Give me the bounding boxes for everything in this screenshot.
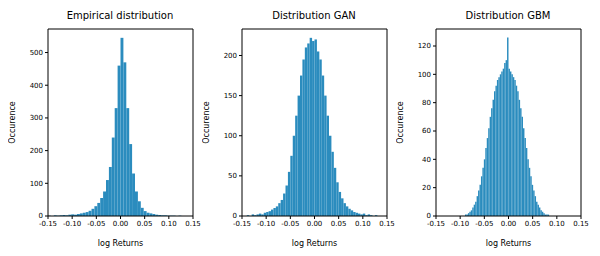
svg-text:0: 0 <box>39 212 43 220</box>
svg-text:-0.15: -0.15 <box>39 220 57 228</box>
svg-text:0.10: 0.10 <box>355 220 371 228</box>
svg-text:200: 200 <box>224 52 237 60</box>
svg-text:Occurence: Occurence <box>8 101 17 144</box>
svg-text:-0.10: -0.10 <box>63 220 81 228</box>
svg-text:log Returns: log Returns <box>486 239 531 248</box>
svg-text:60: 60 <box>422 127 431 135</box>
svg-text:0.05: 0.05 <box>331 220 347 228</box>
svg-text:Occurence: Occurence <box>202 101 211 144</box>
svg-text:0.15: 0.15 <box>185 220 201 228</box>
svg-text:50: 50 <box>228 172 237 180</box>
svg-text:Occurence: Occurence <box>396 101 405 144</box>
svg-text:0.00: 0.00 <box>307 220 323 228</box>
svg-text:0: 0 <box>427 212 431 220</box>
svg-text:0.05: 0.05 <box>525 220 541 228</box>
svg-text:0.10: 0.10 <box>549 220 565 228</box>
svg-text:0.15: 0.15 <box>573 220 589 228</box>
svg-text:300: 300 <box>30 114 43 122</box>
html-text:Distribution GAN: Distribution GAN <box>272 10 356 21</box>
svg-text:0.05: 0.05 <box>137 220 153 228</box>
svg-text:0.00: 0.00 <box>113 220 129 228</box>
svg-text:-0.10: -0.10 <box>257 220 275 228</box>
svg-text:-0.05: -0.05 <box>475 220 493 228</box>
svg-text:20: 20 <box>422 184 431 192</box>
svg-text:-0.05: -0.05 <box>87 220 105 228</box>
svg-text:500: 500 <box>30 49 43 57</box>
svg-text:-0.15: -0.15 <box>233 220 251 228</box>
svg-text:100: 100 <box>30 180 43 188</box>
svg-text:200: 200 <box>30 147 43 155</box>
svg-text:100: 100 <box>224 132 237 140</box>
html-text:Distribution GBM: Distribution GBM <box>465 10 551 21</box>
svg-text:80: 80 <box>422 99 431 107</box>
svg-text:-0.15: -0.15 <box>427 220 445 228</box>
svg-text:0.00: 0.00 <box>501 220 517 228</box>
svg-text:log Returns: log Returns <box>98 239 143 248</box>
svg-text:150: 150 <box>224 92 237 100</box>
svg-text:0.15: 0.15 <box>379 220 395 228</box>
svg-text:120: 120 <box>418 42 431 50</box>
svg-text:log Returns: log Returns <box>292 239 337 248</box>
svg-text:0: 0 <box>233 212 237 220</box>
html-text:Empirical distribution: Empirical distribution <box>66 10 174 21</box>
svg-text:0.10: 0.10 <box>161 220 177 228</box>
svg-text:100: 100 <box>418 71 431 79</box>
svg-text:400: 400 <box>30 82 43 90</box>
svg-text:-0.10: -0.10 <box>451 220 469 228</box>
svg-text:40: 40 <box>422 156 431 164</box>
svg-text:-0.05: -0.05 <box>281 220 299 228</box>
